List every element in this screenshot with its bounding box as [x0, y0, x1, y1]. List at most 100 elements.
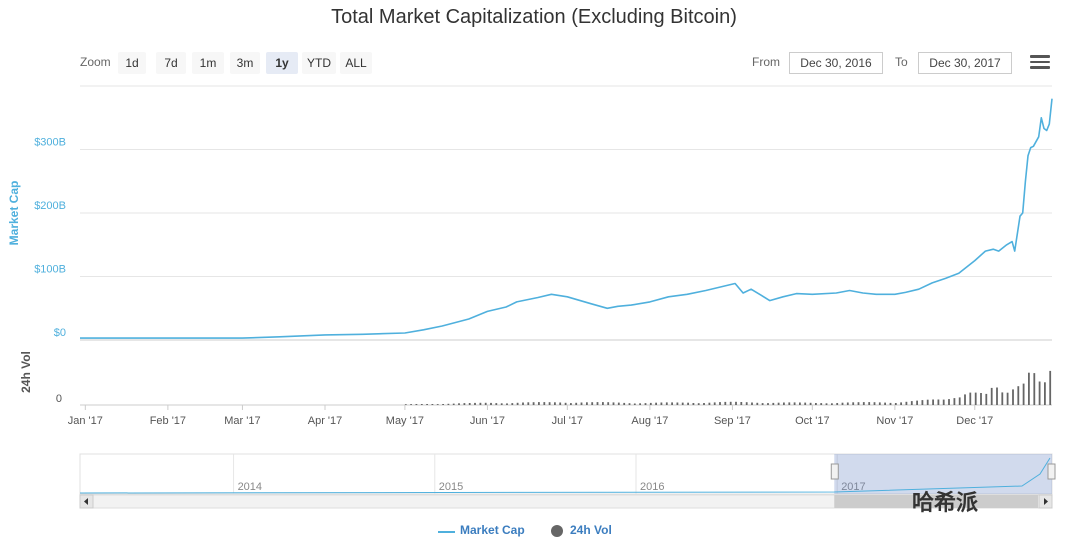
- volume-bar: [894, 403, 897, 405]
- volume-bar: [799, 402, 801, 405]
- x-tick-label: Feb '17: [150, 415, 186, 427]
- volume-bar: [607, 402, 610, 405]
- volume-bar: [905, 401, 908, 405]
- zoom-1m-button[interactable]: 1m: [192, 52, 224, 74]
- volume-bar: [436, 404, 439, 405]
- volume-bar: [671, 402, 673, 405]
- x-tick-label: Nov '17: [876, 415, 913, 427]
- volume-bar: [500, 403, 503, 405]
- volume-bar: [415, 404, 418, 405]
- volume-bar: [617, 402, 620, 405]
- volume-bar: [900, 402, 902, 405]
- x-tick-label: Jun '17: [470, 415, 505, 427]
- navigator-year-label: 2014: [238, 481, 262, 493]
- volume-bar: [649, 402, 652, 405]
- navigator-year-label: 2016: [640, 481, 664, 493]
- volume-bar: [490, 402, 492, 405]
- legend-24h-vol[interactable]: 24h Vol: [570, 523, 612, 537]
- zoom-1d-button[interactable]: 1d: [118, 52, 146, 74]
- navigator-frame: [79, 453, 1053, 495]
- volume-bar: [404, 404, 407, 405]
- hamburger-menu-icon[interactable]: [1030, 55, 1050, 71]
- volume-bar: [948, 399, 950, 405]
- scrollbar-thumb: [834, 495, 1038, 508]
- watermark-logo: 哈希派: [912, 491, 979, 516]
- volume-bar: [777, 402, 780, 405]
- volume-bar: [559, 402, 562, 405]
- to-label: To: [895, 55, 908, 69]
- volume-bar: [740, 402, 743, 405]
- volume-bar: [751, 402, 753, 405]
- volume-bar: [697, 403, 700, 405]
- legend-market-cap[interactable]: Market Cap: [460, 523, 525, 537]
- zoom-7d-button[interactable]: 7d: [156, 52, 186, 74]
- volume-bar: [575, 402, 578, 405]
- from-date-input[interactable]: [789, 52, 883, 74]
- volume-bar: [484, 402, 487, 405]
- volume-bar: [804, 402, 807, 405]
- volume-bar: [735, 401, 737, 405]
- volume-bar: [426, 404, 428, 405]
- volume-bar: [793, 402, 796, 405]
- volume-bar: [937, 399, 940, 405]
- volume-bar: [660, 402, 663, 405]
- volume-bar: [841, 402, 844, 405]
- volume-bar: [644, 403, 647, 405]
- volume-bar: [820, 403, 823, 405]
- navigator-selection: [834, 454, 1052, 494]
- zoom-label: Zoom: [80, 55, 111, 69]
- volume-bar: [1022, 383, 1025, 405]
- volume-bar: [910, 401, 913, 405]
- volume-tick-label: 0: [56, 393, 62, 405]
- volume-bar: [665, 402, 668, 405]
- volume-bar: [713, 402, 716, 405]
- volume-bar: [527, 402, 530, 405]
- zoom-3m-button[interactable]: 3m: [230, 52, 260, 74]
- volume-bar: [452, 403, 455, 405]
- navigator-year-label: 2017: [841, 481, 865, 493]
- volume-bar: [474, 402, 476, 405]
- volume-bar: [788, 402, 791, 405]
- volume-bar: [431, 404, 434, 405]
- volume-bar: [479, 402, 482, 405]
- volume-bar: [538, 402, 540, 405]
- volume-bar: [964, 394, 966, 405]
- x-tick-label: Aug '17: [631, 415, 668, 427]
- volume-bar: [783, 402, 785, 405]
- x-tick-label: Jul '17: [552, 415, 583, 427]
- volume-bar: [761, 403, 764, 405]
- scroll-right-arrow-icon: [1044, 498, 1048, 505]
- volume-bar: [420, 404, 423, 405]
- volume-bar: [602, 402, 604, 405]
- volume-bar: [623, 402, 626, 405]
- volume-bar: [1049, 370, 1052, 405]
- zoom-all-button[interactable]: ALL: [340, 52, 372, 74]
- x-tick-label: Jan '17: [68, 415, 103, 427]
- volume-bar: [729, 401, 732, 405]
- volume-bar: [1033, 373, 1036, 405]
- volume-bar: [458, 403, 460, 405]
- volume-bar: [996, 387, 998, 405]
- volume-bar: [772, 402, 775, 405]
- zoom-1y-button[interactable]: 1y: [266, 52, 298, 74]
- volume-bar: [889, 402, 892, 405]
- volume-bar: [873, 402, 876, 405]
- volume-bar: [681, 402, 684, 405]
- volume-bar: [463, 403, 466, 405]
- volume-bar: [511, 403, 514, 405]
- volume-bar: [516, 402, 519, 405]
- y-tick-label: $100B: [34, 264, 66, 276]
- zoom-ytd-button[interactable]: YTD: [302, 52, 336, 74]
- volume-bar: [468, 403, 471, 405]
- volume-bar: [1028, 372, 1030, 405]
- y-tick-label: $200B: [34, 200, 66, 212]
- volume-bar: [916, 400, 918, 405]
- volume-bar: [570, 403, 572, 405]
- to-date-input[interactable]: [918, 52, 1012, 74]
- volume-bar: [932, 399, 934, 405]
- volume-bar: [633, 403, 636, 405]
- volume-bar: [745, 402, 748, 405]
- volume-bar: [612, 402, 615, 405]
- volume-bar: [836, 403, 839, 405]
- x-tick-label: Apr '17: [308, 415, 343, 427]
